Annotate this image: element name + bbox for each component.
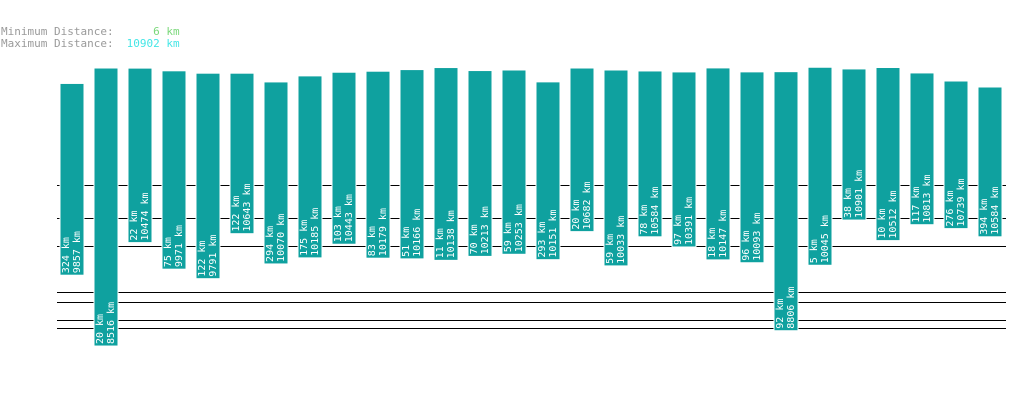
bar [943, 80, 969, 230]
bar-label-max: 10813 km [922, 175, 933, 223]
bar-label-min: 10 km [877, 208, 888, 238]
bar-label-max: 10253 km [514, 204, 525, 252]
bar [705, 67, 731, 261]
bar [399, 69, 425, 260]
bar-label-max: 10151 km [548, 209, 559, 257]
bar-label-max: 10033 km [616, 216, 627, 264]
minimum-distance-value: 6 km [153, 25, 180, 38]
maximum-distance-label: Maximum Distance: [1, 37, 114, 50]
bar [875, 67, 901, 242]
bar [569, 67, 595, 233]
bar-label-max: 10093 km [752, 213, 763, 261]
bar-label-max: 9971 km [174, 225, 185, 267]
bar [331, 71, 357, 245]
bar [365, 70, 391, 259]
bar [739, 71, 765, 264]
bar-label-max: 10213 km [480, 206, 491, 254]
bar-label-max: 10474 km [140, 192, 151, 240]
bar [161, 70, 187, 270]
bar-label-min: 18 km [707, 228, 718, 258]
bar-label-min: 97 km [673, 215, 684, 245]
bar-label-min: 175 km [299, 220, 310, 256]
bar-label-max: 10443 km [344, 194, 355, 242]
bar-label-max: 8516 km [106, 302, 117, 344]
bar-label-max: 10391 km [684, 197, 695, 245]
bar-label-max: 10901 km [854, 170, 865, 218]
bar-label-min: 38 km [843, 188, 854, 218]
bar [841, 68, 867, 221]
bar [263, 81, 289, 265]
bar-label-min: 59 km [503, 222, 514, 252]
bar-label-min: 22 km [129, 210, 140, 240]
bar [467, 70, 493, 257]
bar-label-min: 78 km [639, 205, 650, 235]
bar [773, 71, 799, 332]
bar-label-max: 10584 km [650, 187, 661, 235]
bar [637, 70, 663, 238]
bar-label-max: 10147 km [718, 210, 729, 258]
bar-label-min: 293 km [537, 222, 548, 258]
bar-label-max: 10045 km [820, 215, 831, 263]
bar-label-min: 20 km [571, 200, 582, 230]
bar [671, 71, 697, 248]
minimum-distance-line: Minimum Distance: 6 km [1, 26, 180, 38]
bar-label-min: 92 km [775, 299, 786, 329]
bar-label-min: 276 km [945, 190, 956, 226]
minimum-distance-label: Minimum Distance: [1, 25, 114, 38]
bar [977, 86, 1003, 238]
bar-label-min: 324 km [61, 237, 72, 273]
bar-label-max: 10138 km [446, 210, 457, 258]
bar-label-max: 9857 km [72, 231, 83, 273]
bar [603, 69, 629, 267]
bar [127, 67, 153, 244]
bar-label-max: 10070 km [276, 214, 287, 262]
bar-label-max: 9791 km [208, 235, 219, 277]
bar-label-max: 10512 km [888, 190, 899, 238]
bar-label-max: 8806 km [786, 287, 797, 329]
bar [195, 72, 221, 280]
bar-label-min: 122 km [231, 196, 242, 232]
bar-label-max: 10185 km [310, 208, 321, 256]
bar-label-max: 10584 km [990, 187, 1001, 235]
bar-label-min: 20 km [95, 314, 106, 344]
bar [535, 81, 561, 261]
bar [229, 72, 255, 235]
bar-label-min: 83 km [367, 226, 378, 256]
bar-label-max: 10166 km [412, 209, 423, 257]
bar-label-min: 394 km [979, 199, 990, 235]
bar-label-min: 5 km [809, 239, 820, 263]
bar [93, 67, 119, 347]
bar-label-min: 70 km [469, 224, 480, 254]
bar [433, 67, 459, 261]
bar [297, 75, 323, 259]
bar-label-max: 10643 km [242, 184, 253, 232]
bar [501, 69, 527, 255]
bar-label-max: 10739 km [956, 178, 967, 226]
bar-label-min: 117 km [911, 187, 922, 223]
bar [59, 82, 85, 276]
bar-label-min: 11 km [435, 228, 446, 258]
bar-label-min: 96 km [741, 231, 752, 261]
maximum-distance-line: Maximum Distance: 10902 km [1, 38, 180, 50]
bar [909, 72, 935, 226]
bar-label-max: 10682 km [582, 181, 593, 229]
bar-label-min: 122 km [197, 241, 208, 277]
maximum-distance-value: 10902 km [126, 37, 180, 50]
bar-label-max: 10179 km [378, 208, 389, 256]
bar-label-min: 294 km [265, 226, 276, 262]
bar [807, 66, 833, 266]
bar-label-min: 51 km [401, 227, 412, 257]
bar-label-min: 75 km [163, 237, 174, 267]
bar-label-min: 103 km [333, 206, 344, 242]
bar-label-min: 59 km [605, 234, 616, 264]
